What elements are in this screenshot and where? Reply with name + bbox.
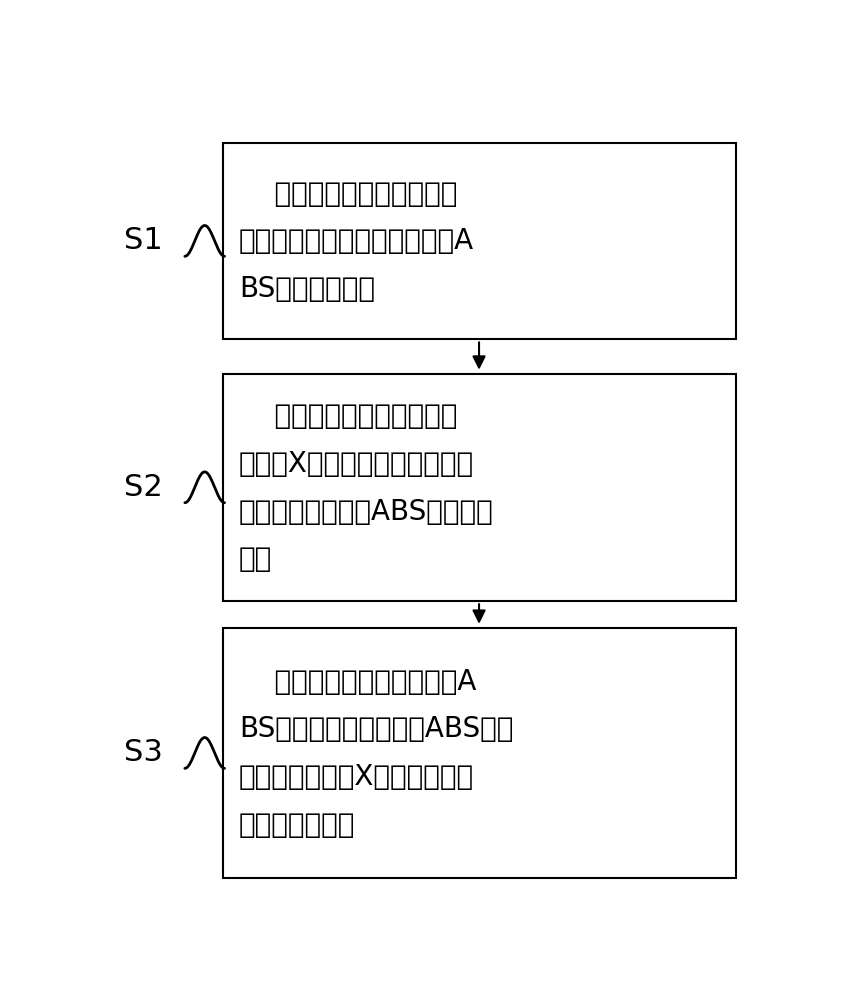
Text: BS反馈电压值等于所述ABS目标: BS反馈电压值等于所述ABS目标 bbox=[239, 715, 513, 743]
Text: 节至目标亮度。: 节至目标亮度。 bbox=[239, 811, 355, 839]
Text: BS目标电压值；: BS目标电压值； bbox=[239, 275, 374, 303]
Text: 值；: 值； bbox=[239, 545, 272, 573]
Text: 管电压与初始管电流，并设定A: 管电压与初始管电流，并设定A bbox=[239, 227, 473, 255]
Text: 读取高压发生器中的初始: 读取高压发生器中的初始 bbox=[239, 180, 457, 208]
Bar bbox=[223, 628, 734, 878]
Text: 以初始管电压与初始管电: 以初始管电压与初始管电 bbox=[239, 402, 457, 430]
Text: 流加载X射线机，根据被检测对: 流加载X射线机，根据被检测对 bbox=[239, 450, 473, 478]
Text: 调整管电压值以使得所述A: 调整管电压值以使得所述A bbox=[239, 668, 476, 696]
Text: 象的反馈信息获得ABS反馈电压: 象的反馈信息获得ABS反馈电压 bbox=[239, 498, 493, 526]
Text: S1: S1 bbox=[124, 226, 162, 255]
Bar bbox=[223, 143, 734, 339]
Text: S2: S2 bbox=[124, 473, 162, 502]
Text: S3: S3 bbox=[124, 738, 162, 767]
Text: 电压值，实现将X射线机亮度调: 电压值，实现将X射线机亮度调 bbox=[239, 763, 473, 791]
Bar bbox=[223, 374, 734, 601]
